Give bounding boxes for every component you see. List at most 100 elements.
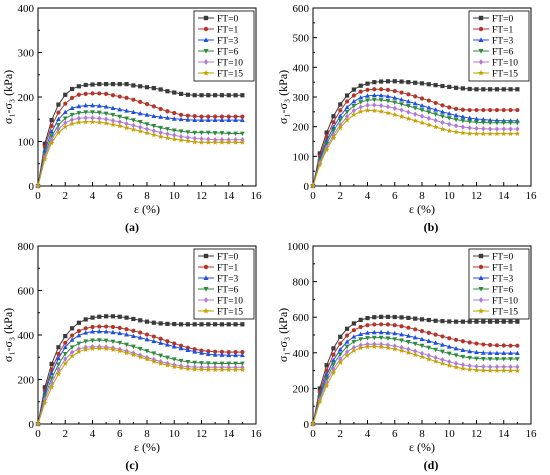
data-point	[460, 365, 466, 372]
legend-label: FT=10	[217, 297, 243, 307]
data-point	[158, 125, 164, 131]
data-point	[158, 353, 164, 358]
data-point	[165, 109, 170, 114]
data-point	[379, 87, 384, 92]
data-point	[433, 340, 439, 345]
data-point	[433, 347, 439, 353]
data-point	[49, 361, 54, 367]
data-point	[144, 336, 150, 342]
x-tick-label: 8	[419, 428, 425, 440]
data-point	[151, 320, 156, 325]
data-point	[117, 330, 123, 336]
legend-marker	[203, 275, 209, 280]
data-point	[453, 346, 459, 351]
legend-label: FT=0	[217, 15, 238, 25]
data-point	[172, 321, 177, 327]
series-line	[312, 104, 518, 187]
data-point	[351, 334, 357, 339]
y-tick-label: 800	[293, 277, 310, 289]
data-point	[110, 112, 116, 118]
series-FT=3	[35, 328, 245, 426]
data-point	[138, 99, 143, 104]
data-point	[474, 87, 479, 92]
data-point	[192, 130, 198, 136]
x-tick-label: 14	[223, 428, 235, 440]
data-point	[494, 126, 500, 132]
data-point	[219, 131, 225, 136]
data-point	[56, 110, 61, 115]
data-point	[165, 131, 170, 137]
data-point	[399, 102, 404, 107]
data-point	[514, 367, 521, 373]
legend-marker	[478, 307, 484, 314]
legend-marker	[203, 26, 209, 32]
data-point	[419, 350, 425, 357]
data-point	[419, 108, 425, 113]
legend-box	[468, 248, 530, 320]
data-point	[198, 139, 205, 145]
data-point	[351, 87, 356, 92]
data-point	[48, 139, 55, 146]
data-point	[110, 329, 116, 335]
data-point	[225, 366, 232, 373]
data-point	[487, 350, 493, 355]
data-point	[219, 366, 225, 373]
data-point	[49, 376, 55, 381]
data-point	[206, 322, 211, 327]
x-tick-label: 16	[251, 190, 263, 202]
data-point	[164, 362, 171, 368]
data-point	[192, 360, 198, 366]
data-point	[508, 107, 513, 113]
data-point	[185, 113, 190, 118]
data-point	[76, 332, 82, 338]
x-tick-label: 0	[35, 190, 41, 202]
data-point	[63, 92, 68, 97]
series-line	[312, 346, 518, 425]
data-point	[440, 114, 445, 119]
legend-label: FT=1	[492, 26, 513, 36]
legend-label: FT=6	[217, 48, 238, 58]
data-point	[56, 351, 61, 357]
data-point	[323, 146, 330, 153]
data-point	[365, 323, 370, 328]
data-point	[494, 357, 500, 362]
data-point	[392, 105, 397, 112]
y-tick-label: 400	[293, 62, 310, 74]
data-point	[405, 98, 411, 104]
data-point	[192, 349, 198, 354]
data-point	[487, 367, 493, 373]
data-point	[199, 361, 204, 366]
data-point	[501, 343, 506, 348]
data-point	[480, 130, 487, 137]
data-point	[117, 340, 123, 346]
data-point	[198, 366, 205, 372]
data-point	[392, 330, 398, 336]
y-tick-label: 300	[293, 92, 310, 104]
x-tick-label: 16	[526, 190, 538, 202]
data-point	[494, 350, 500, 356]
x-tick-label: 12	[196, 428, 207, 440]
data-point	[239, 366, 246, 373]
series-line	[312, 343, 518, 425]
data-point	[399, 338, 404, 343]
data-point	[494, 343, 500, 348]
data-point	[137, 120, 143, 125]
data-point	[69, 86, 75, 92]
data-point	[212, 139, 218, 145]
x-tick-label: 12	[196, 190, 207, 202]
x-tick-label: 6	[117, 190, 123, 202]
data-point	[212, 352, 218, 357]
legend-marker	[203, 287, 209, 292]
data-point	[385, 336, 391, 341]
data-point	[488, 342, 493, 348]
data-point	[473, 130, 480, 137]
data-point	[508, 319, 513, 324]
data-point	[481, 342, 486, 347]
data-point	[233, 131, 238, 137]
data-point	[185, 322, 190, 327]
legend-marker	[478, 69, 484, 76]
data-point	[488, 126, 493, 132]
x-tick-label: 14	[223, 190, 235, 202]
data-point	[351, 111, 357, 118]
